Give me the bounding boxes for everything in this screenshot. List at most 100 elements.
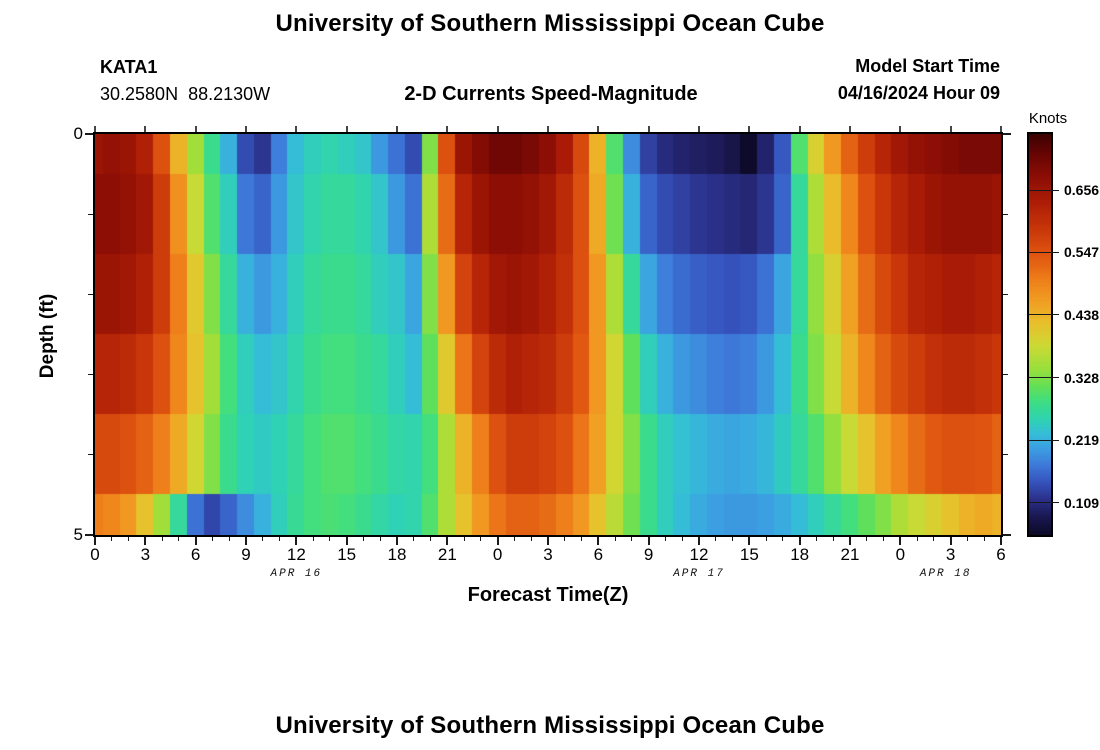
- x-major-tick: [1000, 537, 1002, 545]
- x-major-tick: [798, 537, 801, 545]
- x-minor-tick: [832, 537, 834, 541]
- x-major-tick: [194, 537, 197, 545]
- colorbar-tick: [1029, 314, 1059, 316]
- x-major-tick: [396, 537, 398, 545]
- x-date-label: APR 16: [270, 568, 323, 580]
- x-minor-tick: [480, 537, 482, 541]
- x-minor-tick: [111, 537, 113, 541]
- x-minor-tick: [161, 537, 163, 541]
- x-date-label: APR 18: [919, 568, 972, 580]
- x-major-tick-top: [496, 126, 499, 132]
- y-minor-tick-right: [1003, 213, 1008, 215]
- x-major-tick: [496, 537, 499, 545]
- y-minor-tick: [88, 374, 93, 376]
- x-major-tick: [295, 537, 298, 545]
- plot-subtitle: 2-D Currents Speed-Magnitude: [404, 83, 698, 105]
- x-major-tick: [547, 537, 549, 545]
- x-minor-tick: [866, 537, 868, 541]
- x-tick-label: 9: [241, 545, 251, 564]
- x-major-tick-top: [899, 126, 902, 132]
- x-major-tick-top: [144, 126, 147, 132]
- x-tick-label: 6: [593, 545, 604, 564]
- x-tick-label: 18: [790, 545, 810, 564]
- model-start-time-value: 04/16/2024 Hour 09: [837, 83, 1000, 103]
- x-major-tick-top: [345, 126, 348, 132]
- x-major-tick: [647, 537, 650, 545]
- x-tick-label: 21: [840, 545, 860, 564]
- x-tick-label: 12: [689, 545, 709, 564]
- colorbar: [1027, 132, 1053, 537]
- x-minor-tick: [614, 537, 616, 541]
- x-minor-tick: [329, 537, 331, 541]
- x-major-tick: [849, 537, 851, 545]
- colorbar-tick-label: 0.109: [1064, 494, 1100, 511]
- x-minor-tick: [681, 537, 683, 541]
- y-axis-title: Depth (ft): [37, 293, 58, 379]
- x-major-tick: [144, 537, 147, 545]
- x-major-tick: [345, 537, 348, 545]
- colorbar-tick: [1029, 377, 1059, 379]
- x-minor-tick: [916, 537, 918, 541]
- next-panel-title: University of Southern Mississippi Ocean…: [275, 712, 825, 739]
- x-major-tick-top: [647, 126, 650, 132]
- y-minor-tick-right: [1003, 454, 1008, 456]
- y-major-tick-right: [1003, 133, 1011, 135]
- y-minor-tick: [88, 454, 93, 456]
- x-minor-tick: [983, 537, 985, 541]
- x-minor-tick: [379, 537, 381, 541]
- x-major-tick-top: [295, 126, 298, 132]
- x-minor-tick: [732, 537, 734, 541]
- x-major-tick-top: [446, 126, 449, 132]
- colorbar-tick-label: 0.656: [1064, 182, 1100, 199]
- colorbar-tick: [1029, 251, 1059, 253]
- colorbar-tick-label: 0.547: [1064, 244, 1100, 261]
- x-minor-tick: [664, 537, 666, 541]
- x-minor-tick: [715, 537, 717, 541]
- x-major-tick: [245, 537, 247, 545]
- colorbar-unit-label: Knots: [1028, 110, 1068, 127]
- x-minor-tick: [413, 537, 415, 541]
- x-tick-label: 0: [90, 545, 100, 564]
- y-minor-tick: [88, 213, 93, 215]
- x-tick-label: 6: [996, 545, 1006, 564]
- x-minor-tick: [463, 537, 465, 541]
- station-coordinates: 30.2580N 88.2130W: [100, 84, 271, 104]
- x-minor-tick: [211, 537, 213, 541]
- x-major-tick: [899, 537, 902, 545]
- x-minor-tick: [279, 537, 281, 541]
- x-minor-tick: [564, 537, 566, 541]
- y-tick-label: 0: [73, 124, 83, 143]
- x-major-tick-top: [94, 126, 96, 132]
- x-minor-tick: [581, 537, 583, 541]
- y-major-tick-right: [1003, 534, 1011, 536]
- x-major-tick-top: [798, 126, 801, 132]
- y-minor-tick-right: [1003, 293, 1008, 295]
- x-major-tick-top: [748, 126, 751, 132]
- x-tick-label: 0: [492, 545, 503, 564]
- x-major-tick: [94, 537, 96, 545]
- x-tick-label: 18: [387, 545, 407, 564]
- x-major-tick-top: [396, 126, 398, 132]
- x-minor-tick: [815, 537, 817, 541]
- colorbar-tick-label: 0.328: [1064, 369, 1100, 386]
- model-start-time-label: Model Start Time: [855, 56, 1000, 76]
- figure-title: University of Southern Mississippi Ocean…: [275, 10, 825, 37]
- x-minor-tick: [430, 537, 432, 541]
- x-tick-label: 9: [643, 545, 654, 564]
- x-tick-label: 6: [190, 545, 201, 564]
- x-minor-tick: [883, 537, 885, 541]
- x-major-tick: [748, 537, 751, 545]
- colorbar-tick-label: 0.219: [1064, 432, 1100, 449]
- x-major-tick-top: [698, 126, 700, 132]
- x-major-tick-top: [547, 126, 549, 132]
- x-tick-label: 15: [739, 545, 759, 564]
- colorbar-tick: [1029, 189, 1059, 191]
- y-major-tick: [85, 534, 93, 536]
- x-minor-tick: [530, 537, 532, 541]
- x-tick-label: 3: [945, 545, 956, 564]
- x-date-label: APR 17: [673, 568, 725, 580]
- station-id: KATA1: [100, 57, 158, 77]
- colorbar-tick-label: 0.438: [1064, 306, 1100, 323]
- x-minor-tick: [966, 537, 968, 541]
